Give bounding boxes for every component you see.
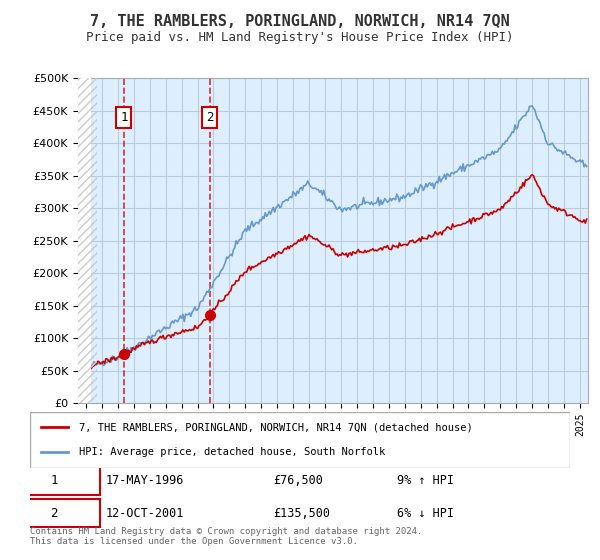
Text: 2: 2: [50, 506, 58, 520]
HPI: Average price, detached house, South Norfolk: (2.01e+03, 3.22e+05): Average price, detached house, South Nor…: [393, 191, 400, 198]
7, THE RAMBLERS, PORINGLAND, NORWICH, NR14 7QN (detached house): [529, 171, 536, 178]
7, THE RAMBLERS, PORINGLAND, NORWICH, NR14 7QN (detached house): [100, 358, 107, 365]
HPI: Average price, detached house, South Norfolk: (1.99e+03, 5.65e+04): Average price, detached house, South Nor…: [82, 363, 89, 370]
Text: 7, THE RAMBLERS, PORINGLAND, NORWICH, NR14 7QN (detached house): 7, THE RAMBLERS, PORINGLAND, NORWICH, NR…: [79, 422, 472, 432]
HPI: Average price, detached house, South Norfolk: (2.01e+03, 3.12e+05): Average price, detached house, South Nor…: [281, 197, 289, 204]
7, THE RAMBLERS, PORINGLAND, NORWICH, NR14 7QN (detached house): [281, 245, 289, 252]
Line: 7, THE RAMBLERS, PORINGLAND, NORWICH, NR14 7QN (detached house): 7, THE RAMBLERS, PORINGLAND, NORWICH, NR…: [86, 175, 587, 368]
HPI: Average price, detached house, South Norfolk: (2.03e+03, 3.64e+05): Average price, detached house, South Nor…: [583, 163, 590, 170]
HPI: Average price, detached house, South Norfolk: (2.02e+03, 4.58e+05): Average price, detached house, South Nor…: [529, 102, 536, 109]
7, THE RAMBLERS, PORINGLAND, NORWICH, NR14 7QN (detached house): [562, 208, 569, 214]
7, THE RAMBLERS, PORINGLAND, NORWICH, NR14 7QN (detached house): [583, 216, 590, 222]
HPI: Average price, detached house, South Norfolk: (1.99e+03, 5.53e+04): Average price, detached house, South Nor…: [83, 364, 91, 371]
Text: HPI: Average price, detached house, South Norfolk: HPI: Average price, detached house, Sout…: [79, 447, 385, 457]
Polygon shape: [78, 78, 91, 403]
7, THE RAMBLERS, PORINGLAND, NORWICH, NR14 7QN (detached house): [360, 249, 367, 256]
Bar: [86, 78, 94, 403]
7, THE RAMBLERS, PORINGLAND, NORWICH, NR14 7QN (detached house): [393, 242, 400, 249]
Text: £76,500: £76,500: [273, 474, 323, 487]
HPI: Average price, detached house, South Norfolk: (2e+03, 5.79e+04): Average price, detached house, South Nor…: [100, 362, 107, 369]
Text: 1: 1: [120, 111, 128, 124]
Text: 17-MAY-1996: 17-MAY-1996: [106, 474, 184, 487]
7, THE RAMBLERS, PORINGLAND, NORWICH, NR14 7QN (detached house): [82, 361, 89, 368]
Bar: [78, 78, 86, 403]
Text: 7, THE RAMBLERS, PORINGLAND, NORWICH, NR14 7QN: 7, THE RAMBLERS, PORINGLAND, NORWICH, NR…: [90, 14, 510, 29]
Text: Contains HM Land Registry data © Crown copyright and database right 2024.
This d: Contains HM Land Registry data © Crown c…: [30, 526, 422, 546]
Text: 6% ↓ HPI: 6% ↓ HPI: [397, 506, 454, 520]
HPI: Average price, detached house, South Norfolk: (2.01e+03, 3.17e+05): Average price, detached house, South Nor…: [360, 194, 367, 201]
Text: 2: 2: [206, 111, 214, 124]
Line: HPI: Average price, detached house, South Norfolk: HPI: Average price, detached house, Sout…: [86, 106, 587, 367]
FancyBboxPatch shape: [8, 498, 100, 528]
7, THE RAMBLERS, PORINGLAND, NORWICH, NR14 7QN (detached house): [88, 365, 95, 372]
HPI: Average price, detached house, South Norfolk: (2.02e+03, 3.88e+05): Average price, detached house, South Nor…: [562, 148, 569, 155]
Text: £135,500: £135,500: [273, 506, 330, 520]
FancyBboxPatch shape: [8, 466, 100, 495]
Text: 12-OCT-2001: 12-OCT-2001: [106, 506, 184, 520]
HPI: Average price, detached house, South Norfolk: (2.02e+03, 3.78e+05): Average price, detached house, South Nor…: [567, 155, 574, 161]
Text: 9% ↑ HPI: 9% ↑ HPI: [397, 474, 454, 487]
FancyBboxPatch shape: [30, 412, 570, 468]
7, THE RAMBLERS, PORINGLAND, NORWICH, NR14 7QN (detached house): [567, 212, 574, 218]
Text: 1: 1: [50, 474, 58, 487]
Text: Price paid vs. HM Land Registry's House Price Index (HPI): Price paid vs. HM Land Registry's House …: [86, 31, 514, 44]
